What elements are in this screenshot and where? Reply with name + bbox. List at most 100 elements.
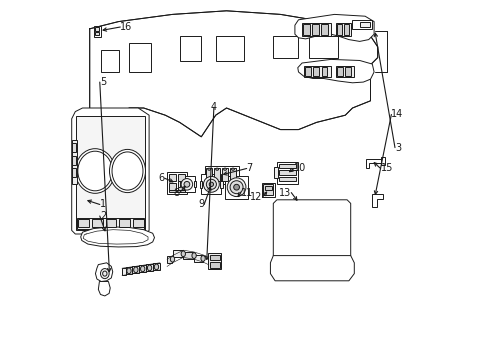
Ellipse shape <box>207 168 210 170</box>
Bar <box>336 23 350 36</box>
Bar <box>264 186 271 190</box>
Bar <box>78 219 89 227</box>
Ellipse shape <box>206 179 216 189</box>
Bar <box>122 268 125 275</box>
Bar <box>139 265 142 273</box>
Bar <box>129 43 151 72</box>
Polygon shape <box>89 11 377 144</box>
Bar <box>156 263 160 270</box>
Bar <box>209 255 219 260</box>
Ellipse shape <box>223 168 226 170</box>
Polygon shape <box>366 159 383 168</box>
Bar <box>95 27 99 31</box>
Ellipse shape <box>126 268 131 274</box>
Bar <box>215 36 244 61</box>
Bar <box>194 255 203 262</box>
Bar <box>359 22 370 27</box>
Text: 7: 7 <box>246 163 252 174</box>
Bar <box>153 263 156 270</box>
Ellipse shape <box>170 256 174 262</box>
Ellipse shape <box>231 168 234 170</box>
Bar <box>263 184 273 195</box>
Bar <box>311 24 318 35</box>
Bar <box>305 67 310 76</box>
Bar <box>178 183 185 190</box>
Bar <box>345 67 350 76</box>
Bar <box>146 264 149 271</box>
Polygon shape <box>270 256 354 281</box>
Polygon shape <box>95 263 113 282</box>
Bar <box>172 250 183 257</box>
Bar <box>273 36 298 58</box>
Bar <box>309 36 337 58</box>
Bar <box>336 66 354 77</box>
Bar <box>273 167 277 178</box>
Bar <box>179 176 194 192</box>
Text: 11: 11 <box>241 188 253 198</box>
Bar <box>142 265 146 272</box>
Bar <box>279 164 295 168</box>
Bar <box>92 219 102 227</box>
Ellipse shape <box>183 181 189 187</box>
Text: 5: 5 <box>100 77 106 87</box>
Bar <box>125 267 129 274</box>
Ellipse shape <box>101 269 109 279</box>
Bar <box>321 67 326 76</box>
Bar <box>343 24 348 35</box>
Ellipse shape <box>181 179 192 190</box>
Bar <box>337 67 343 76</box>
Bar <box>119 219 130 227</box>
Bar <box>224 176 247 199</box>
Bar <box>313 67 318 76</box>
Polygon shape <box>72 108 149 234</box>
Text: 3: 3 <box>394 143 400 153</box>
Bar <box>72 168 76 177</box>
Text: 13: 13 <box>279 188 291 198</box>
Text: 6: 6 <box>158 173 164 183</box>
Bar <box>222 168 227 181</box>
Bar <box>201 174 221 194</box>
Bar <box>136 266 139 273</box>
Text: 8: 8 <box>173 188 179 198</box>
Ellipse shape <box>154 264 158 270</box>
Bar <box>105 219 116 227</box>
Bar <box>167 172 186 194</box>
Bar <box>132 266 136 274</box>
Text: 4: 4 <box>210 102 217 112</box>
Polygon shape <box>273 200 350 259</box>
Ellipse shape <box>133 267 138 273</box>
Bar <box>72 156 76 165</box>
Bar <box>279 177 295 181</box>
Text: 9: 9 <box>198 199 204 210</box>
Bar <box>168 174 175 181</box>
Bar <box>129 267 132 274</box>
Bar <box>276 162 297 184</box>
Polygon shape <box>371 194 382 207</box>
Polygon shape <box>98 282 110 296</box>
Bar <box>261 183 274 197</box>
Bar <box>204 166 239 184</box>
Bar <box>168 190 185 192</box>
Bar <box>178 174 185 181</box>
Ellipse shape <box>75 149 115 193</box>
Text: 1: 1 <box>100 199 106 210</box>
Bar <box>167 256 172 263</box>
Bar <box>303 24 309 35</box>
Bar <box>178 181 180 187</box>
Text: 10: 10 <box>294 163 306 174</box>
Text: 2: 2 <box>100 211 106 221</box>
Ellipse shape <box>192 253 196 258</box>
Bar <box>321 24 327 35</box>
Bar <box>72 143 76 152</box>
Bar <box>133 219 143 227</box>
Bar <box>230 168 235 181</box>
Bar <box>183 252 194 259</box>
Ellipse shape <box>209 182 213 186</box>
Ellipse shape <box>147 265 151 271</box>
Text: 15: 15 <box>380 163 392 174</box>
Ellipse shape <box>233 184 239 190</box>
Bar <box>193 181 196 187</box>
Bar <box>303 66 330 77</box>
Ellipse shape <box>230 181 243 194</box>
Polygon shape <box>294 14 373 41</box>
